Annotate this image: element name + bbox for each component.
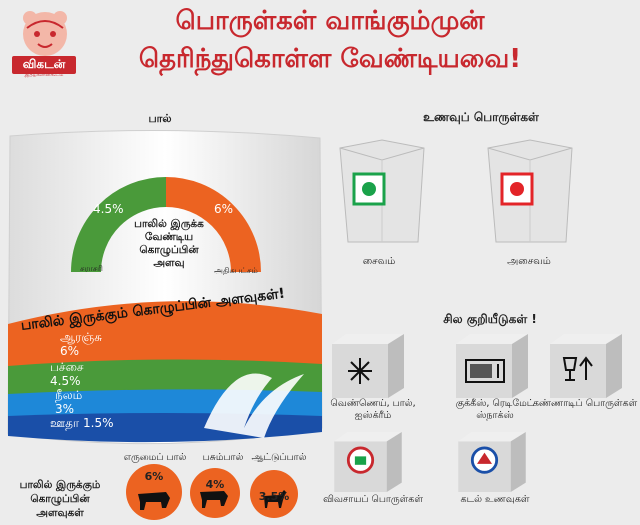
vikatan-logo: [23, 11, 67, 56]
nonveg-label: அசைவம்: [507, 256, 551, 267]
sign-cube-agriculture: [334, 432, 402, 492]
veg-label: சைவம்: [362, 256, 396, 267]
band-name: பச்சை: [50, 360, 84, 374]
snowflake-icon: [348, 358, 372, 384]
band-value: 1.5%: [83, 416, 114, 430]
sign-label-agriculture: விவசாயப் பொருள்கள்: [323, 494, 423, 505]
sign-label-seafood: கடல் உணவுகள்: [460, 494, 530, 505]
sign-cube-seafood: [458, 432, 526, 492]
band-orange: [8, 301, 322, 372]
microwave-icon: [465, 359, 505, 383]
logo-subtext: இதழ்களின்கூடம்: [24, 72, 64, 78]
band-name: ஊதா: [50, 416, 80, 430]
nonveg-food-box: [487, 139, 573, 243]
page-title-line2: தெரிந்துகொள்ள வேண்டியவை!: [138, 44, 522, 74]
band-orange-label: ஆரஞ்சு 6%: [60, 330, 102, 358]
logo-text: விகடன்: [12, 56, 76, 74]
food-section-title: உணவுப் பொருள்கள்: [423, 110, 539, 124]
gauge-max-arc: [165, 177, 261, 273]
buffalo-milk-value: 6%: [144, 470, 164, 483]
veg-food-box: [339, 139, 425, 243]
sign-label-microwave: குக்கீஸ், ரெடிமேட் ஸ்நாக்ஸ்: [455, 398, 535, 421]
cow-icon: [200, 491, 228, 508]
cow-milk-value: 4%: [205, 478, 225, 491]
band-blue-label: நீலம் 3%: [55, 388, 82, 416]
band-value: 3%: [55, 402, 75, 416]
fragile-glass-icon: [562, 356, 593, 381]
gauge-max-label: அதிகபட்சம்: [214, 266, 258, 275]
milk-splash: [204, 373, 304, 438]
gauge-average-value: 4.5%: [93, 202, 124, 216]
gauge-average-arc: [71, 177, 167, 273]
gauge-max-value: 6%: [214, 202, 234, 216]
signs-section-title: சில குறியீடுகள் !: [443, 312, 537, 326]
band-name: நீலம்: [55, 388, 83, 402]
milk-section-label: பால்: [148, 112, 172, 125]
band-value: 4.5%: [50, 374, 81, 388]
milk-packet-illustration: [7, 129, 323, 445]
goat-milk-badge: [250, 470, 298, 518]
sign-cube-microwave: [456, 334, 528, 398]
goat-milk-value: 3.5%: [258, 490, 290, 503]
sign-cube-cold: [332, 334, 404, 398]
page-title-line1: பொருள்கள் வாங்கும்முன்: [175, 6, 485, 36]
sign-label-glass: கண்ணாடிப் பொருள்கள்: [532, 398, 638, 409]
buffalo-milk-label: எருமைப் பால்: [123, 452, 187, 463]
buffalo-icon: [138, 492, 170, 510]
band-purple-label: ஊதா 1.5%: [50, 416, 114, 430]
goat-icon: [264, 490, 286, 508]
gauge-average-label: சராசரி: [80, 264, 103, 273]
animal-fat-levels-label: பாலில் இருக்கும் கொழுப்பின் அளவுகள்: [19, 479, 101, 519]
band-green-label: பச்சை 4.5%: [50, 360, 84, 388]
buffalo-milk-badge: [126, 464, 182, 520]
cow-milk-label: பசும்பால்: [202, 452, 244, 463]
band-name: ஆரஞ்சு: [60, 330, 103, 344]
band-value: 6%: [60, 344, 80, 358]
gauge-center-text: பாலில் இருக்க வேண்டிய கொழுப்பின் அளவு: [134, 218, 204, 269]
goat-milk-label: ஆட்டுப்பால்: [251, 452, 307, 463]
seafood-seal-icon: [470, 446, 499, 474]
cow-milk-badge: [190, 468, 240, 518]
agriculture-seal-icon: [346, 446, 375, 474]
sign-label-cold: வெண்ணெய், பால், ஐஸ்க்ரீம்: [330, 398, 416, 421]
sign-cube-glass: [550, 334, 622, 398]
